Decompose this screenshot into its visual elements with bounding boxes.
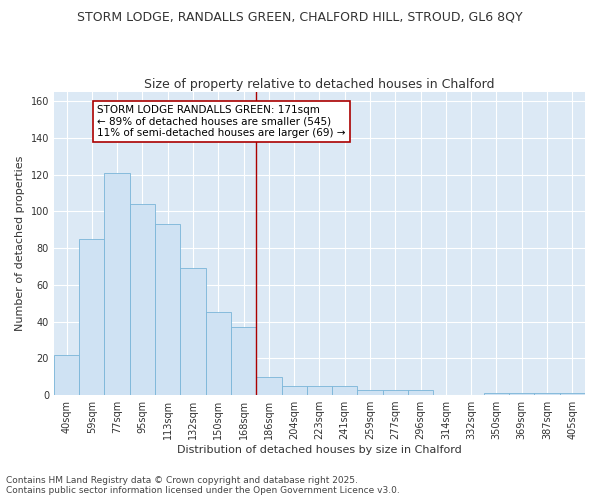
Title: Size of property relative to detached houses in Chalford: Size of property relative to detached ho… — [144, 78, 495, 91]
Bar — [256, 376, 281, 395]
Bar — [408, 390, 433, 395]
Bar — [130, 204, 155, 395]
Bar — [383, 390, 408, 395]
Bar — [535, 393, 560, 395]
Bar — [206, 312, 231, 395]
Y-axis label: Number of detached properties: Number of detached properties — [15, 156, 25, 332]
Bar — [358, 390, 383, 395]
Bar — [54, 354, 79, 395]
Text: STORM LODGE RANDALLS GREEN: 171sqm
← 89% of detached houses are smaller (545)
11: STORM LODGE RANDALLS GREEN: 171sqm ← 89%… — [97, 105, 346, 138]
Bar — [509, 393, 535, 395]
Bar — [560, 393, 585, 395]
Bar — [181, 268, 206, 395]
Bar — [79, 239, 104, 395]
Text: Contains HM Land Registry data © Crown copyright and database right 2025.
Contai: Contains HM Land Registry data © Crown c… — [6, 476, 400, 495]
Bar — [104, 173, 130, 395]
Bar — [307, 386, 332, 395]
Bar — [484, 393, 509, 395]
Bar — [332, 386, 358, 395]
Bar — [155, 224, 181, 395]
X-axis label: Distribution of detached houses by size in Chalford: Distribution of detached houses by size … — [177, 445, 462, 455]
Bar — [281, 386, 307, 395]
Text: STORM LODGE, RANDALLS GREEN, CHALFORD HILL, STROUD, GL6 8QY: STORM LODGE, RANDALLS GREEN, CHALFORD HI… — [77, 10, 523, 23]
Bar — [231, 327, 256, 395]
